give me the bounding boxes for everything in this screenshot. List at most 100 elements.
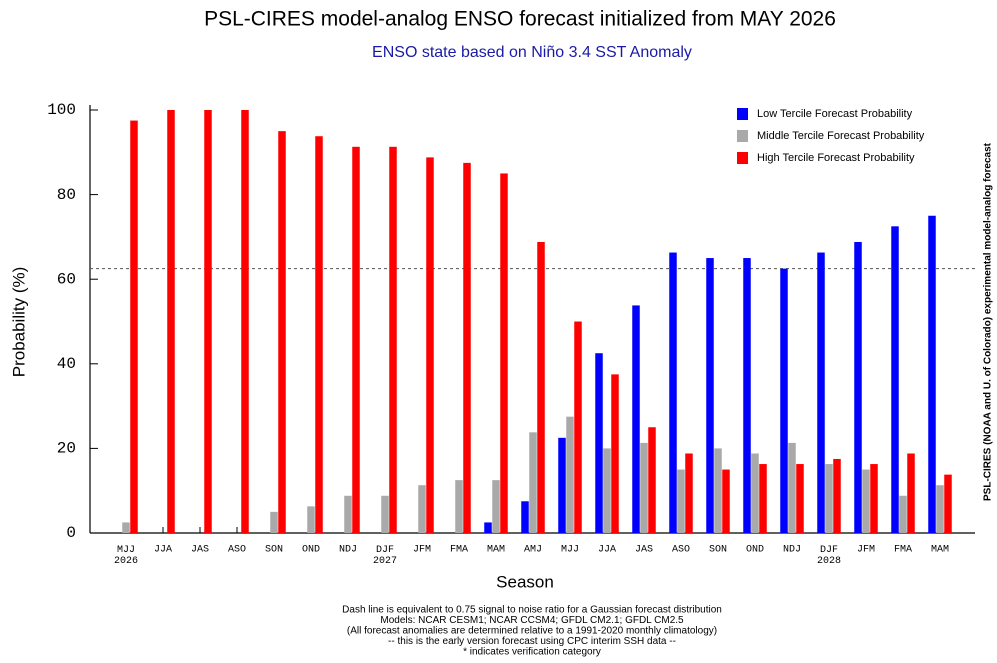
bar (500, 173, 508, 533)
x-tick-label: JJA (154, 545, 172, 556)
footnote: Models: NCAR CESM1; NCAR CCSM4; GFDL CM2… (380, 615, 684, 626)
x-tick-label: NDJ (339, 545, 357, 556)
y-tick-label: 40 (57, 355, 76, 373)
x-tick-label: SON (265, 545, 283, 556)
chart-title: PSL-CIRES model-analog ENSO forecast ini… (204, 8, 836, 31)
bar (278, 131, 286, 533)
y-tick-label: 80 (57, 186, 76, 204)
bar (455, 480, 463, 533)
bar (632, 305, 640, 533)
bar (611, 374, 619, 533)
legend-label: Middle Tercile Forecast Probability (757, 130, 925, 142)
side-label: PSL-CIRES (NOAA and U. of Colorado) expe… (983, 142, 994, 501)
bar (854, 241, 862, 533)
x-tick-label: OND (746, 545, 764, 556)
bar (936, 485, 944, 533)
x-tick-label: OND (302, 545, 320, 556)
x-tick-label: JFM (857, 545, 875, 556)
footnote: * indicates verification category (463, 647, 601, 658)
y-axis-label: Probability (%) (9, 267, 28, 378)
bar (891, 226, 899, 533)
bar (130, 120, 138, 533)
bar (706, 258, 714, 533)
x-tick-label: FMA (450, 545, 468, 556)
bar (751, 453, 759, 533)
bar (928, 215, 936, 533)
y-tick-label: 60 (57, 270, 76, 288)
bar (817, 252, 825, 533)
x-tick-label: AMJ (524, 545, 542, 556)
bar (870, 464, 878, 533)
chart-subtitle: ENSO state based on Niño 3.4 SST Anomaly (372, 44, 692, 61)
bar (669, 252, 677, 533)
x-tick-label: ASO (672, 545, 690, 556)
y-tick-label: 100 (47, 101, 76, 119)
bar (677, 469, 685, 533)
bar (907, 453, 915, 533)
bar (418, 485, 426, 533)
bar (759, 464, 767, 533)
x-tick-label: FMA (894, 545, 912, 556)
bar (352, 146, 360, 533)
y-tick-label: 20 (57, 440, 76, 458)
bar (722, 469, 730, 533)
bar (685, 453, 693, 533)
bar (899, 495, 907, 533)
bar (640, 442, 648, 533)
bar (743, 258, 751, 533)
bar (122, 522, 130, 533)
legend-label: Low Tercile Forecast Probability (757, 108, 913, 120)
x-tick-label: SON (709, 545, 727, 556)
bar (484, 522, 492, 533)
bar (944, 474, 952, 533)
x-tick-label: JFM (413, 545, 431, 556)
x-tick-label: JAS (191, 545, 209, 556)
x-tick-label: NDJ (783, 545, 801, 556)
bar (566, 416, 574, 533)
bar (241, 110, 249, 533)
legend-swatch (737, 130, 748, 142)
bar (492, 480, 500, 533)
bar (558, 437, 566, 533)
x-tick-label: DJF 2028 (817, 545, 841, 567)
bar (521, 501, 529, 533)
bar (595, 353, 603, 533)
x-tick-label-line: DJF (820, 545, 838, 556)
bar (780, 268, 788, 533)
bar (833, 458, 841, 533)
bar (381, 495, 389, 533)
bar (426, 157, 434, 533)
bar (270, 511, 278, 533)
footnote: -- this is the early version forecast us… (388, 636, 676, 647)
bar (307, 506, 315, 533)
bar (315, 136, 323, 533)
x-tick-label: MAM (931, 545, 949, 556)
x-tick-label: ASO (228, 545, 246, 556)
x-tick-label-line: 2026 (114, 556, 138, 567)
footnote: Dash line is equivalent to 0.75 signal t… (342, 605, 722, 616)
x-tick-label: DJF 2027 (373, 545, 397, 567)
x-tick-label: MJJ (561, 545, 579, 556)
y-tick-label: 0 (66, 524, 76, 542)
legend-label: High Tercile Forecast Probability (757, 152, 915, 164)
bar (344, 495, 352, 533)
bar (788, 442, 796, 533)
bar (825, 464, 833, 533)
bar (603, 448, 611, 533)
bar (167, 110, 175, 533)
x-tick-label-line: 2028 (817, 556, 841, 567)
legend-swatch (737, 108, 748, 120)
x-tick-label: MJJ 2026 (114, 545, 138, 567)
bar (529, 432, 537, 533)
bar (714, 448, 722, 533)
bar (537, 241, 545, 533)
x-tick-label-line: 2027 (373, 556, 397, 567)
bar (389, 146, 397, 533)
x-tick-label: MAM (487, 545, 505, 556)
bar (648, 427, 656, 533)
legend-swatch (737, 152, 748, 164)
x-tick-label: JAS (635, 545, 653, 556)
bar (463, 162, 471, 533)
bar (204, 110, 212, 533)
